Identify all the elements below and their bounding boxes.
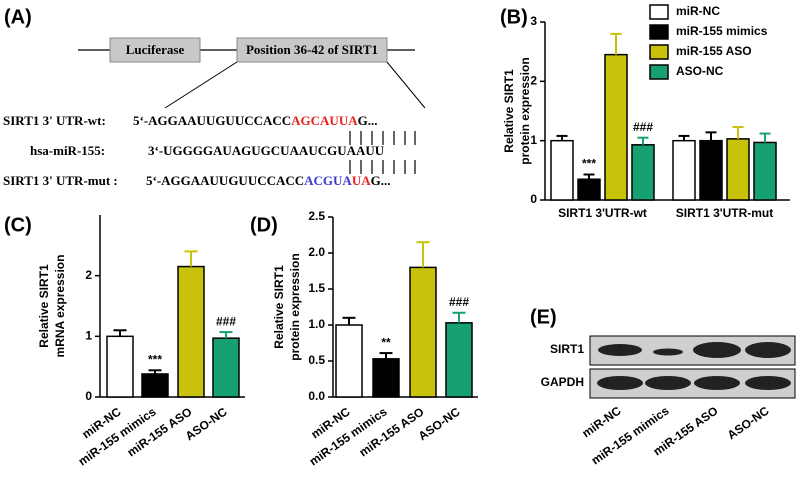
y-tick-label: 0.5 bbox=[308, 353, 325, 367]
legend-swatch bbox=[649, 64, 669, 80]
y-tick-label: 0.0 bbox=[308, 389, 325, 403]
significance: ** bbox=[381, 335, 391, 349]
y-tick-label: 1 bbox=[530, 133, 537, 147]
pairing-lines bbox=[349, 131, 416, 174]
y-axis-label: Relative SIRT1 bbox=[272, 265, 286, 349]
significance: *** bbox=[582, 157, 596, 171]
y-axis-label: Relative SIRT1 bbox=[502, 69, 516, 153]
y-axis-label: protein expression bbox=[518, 57, 532, 164]
sequence-label: SIRT1 3' UTR-mut : bbox=[3, 173, 118, 188]
sequence-segment: 5‘-AGGAAUUGUUCCACC bbox=[146, 173, 304, 188]
x-tick-label: SIRT1 3'UTR-mut bbox=[676, 206, 774, 220]
bar bbox=[577, 178, 601, 201]
significance: ### bbox=[449, 295, 469, 309]
y-tick-label: 2 bbox=[530, 74, 537, 88]
bar bbox=[445, 322, 473, 398]
y-tick-label: 1.0 bbox=[308, 317, 325, 331]
bar bbox=[726, 138, 750, 201]
significance: ### bbox=[216, 314, 236, 328]
sequence: 3‘-UGGGGAUAGUGCUAAUCGUAAUU bbox=[148, 143, 385, 158]
sequence: 5‘-AGGAAUUGUUCCACCAGCAUUAG... bbox=[133, 113, 377, 128]
y-tick-label: 2 bbox=[85, 268, 92, 282]
panel-label: (E) bbox=[530, 306, 557, 328]
bar bbox=[212, 337, 240, 398]
y-axis-label: protein expression bbox=[288, 253, 302, 360]
box-label: Luciferase bbox=[126, 42, 185, 57]
sequence-segment: 5‘-AGGAAUUGUUCCACC bbox=[133, 113, 291, 128]
x-tick-label: ASO-NC bbox=[416, 404, 463, 443]
y-axis-label: Relative SIRT1 bbox=[37, 264, 51, 348]
significance: *** bbox=[148, 352, 162, 366]
bar bbox=[372, 358, 400, 398]
blot-bands bbox=[597, 342, 791, 390]
panel-label: (D) bbox=[250, 214, 278, 236]
bar bbox=[409, 266, 437, 398]
bar bbox=[335, 324, 363, 398]
panel-label: (C) bbox=[4, 214, 32, 236]
sequence-segment: 3‘-UGGGGAUAGUGCUAAUCGUAAUU bbox=[148, 143, 385, 158]
band-label: GAPDH bbox=[541, 375, 584, 389]
zoom-line bbox=[164, 61, 238, 109]
zoom-line bbox=[386, 61, 426, 109]
bar bbox=[177, 265, 205, 398]
x-tick-label: SIRT1 3'UTR-wt bbox=[558, 206, 647, 220]
y-tick-label: 1 bbox=[85, 329, 92, 343]
legend-swatch bbox=[649, 4, 669, 20]
legend-label: miR-NC bbox=[676, 4, 720, 18]
significance: ### bbox=[633, 120, 653, 134]
legend-label: ASO-NC bbox=[676, 64, 724, 78]
band-label: SIRT1 bbox=[550, 342, 584, 356]
legend-label: miR-155 mimics bbox=[676, 24, 768, 38]
sequence: 5‘-AGGAAUUGUUCCACCACGUAUAG... bbox=[146, 173, 390, 188]
bar bbox=[106, 335, 134, 398]
legend-swatch bbox=[649, 24, 669, 40]
sequence-segment: G... bbox=[358, 113, 378, 128]
y-tick-label: 0 bbox=[530, 192, 537, 206]
sequence-segment: AGCAUUA bbox=[291, 113, 358, 128]
position-box bbox=[236, 37, 388, 63]
luciferase-box bbox=[109, 37, 201, 63]
legend-label: miR-155 ASO bbox=[676, 44, 752, 58]
y-tick-label: 1.5 bbox=[308, 281, 325, 295]
y-tick-label: 0 bbox=[85, 389, 92, 403]
sequence-label: hsa-miR-155: bbox=[30, 143, 105, 158]
y-axis-label: mRNA expression bbox=[53, 255, 67, 358]
panel-label: (B) bbox=[500, 6, 528, 28]
sequence-label: SIRT1 3' UTR-wt: bbox=[3, 113, 106, 128]
sequence-segment: UA bbox=[352, 173, 371, 188]
bar bbox=[672, 139, 696, 201]
bar bbox=[753, 141, 777, 201]
lane-label: miR-NC bbox=[579, 403, 623, 440]
box-label: Position 36-42 of SIRT1 bbox=[246, 42, 378, 57]
bar bbox=[699, 139, 723, 201]
sequence-segment: G... bbox=[371, 173, 391, 188]
y-tick-label: 3 bbox=[530, 14, 537, 28]
bar bbox=[550, 139, 574, 201]
bar bbox=[604, 53, 628, 201]
bar bbox=[631, 144, 655, 201]
legend-swatch bbox=[649, 44, 669, 60]
lane-label: ASO-NC bbox=[725, 403, 772, 442]
y-tick-label: 2.5 bbox=[308, 209, 325, 223]
sequence-segment: ACGUA bbox=[304, 173, 352, 188]
bar bbox=[141, 373, 169, 398]
y-tick-label: 2.0 bbox=[308, 245, 325, 259]
panel-label: (A) bbox=[4, 6, 32, 28]
